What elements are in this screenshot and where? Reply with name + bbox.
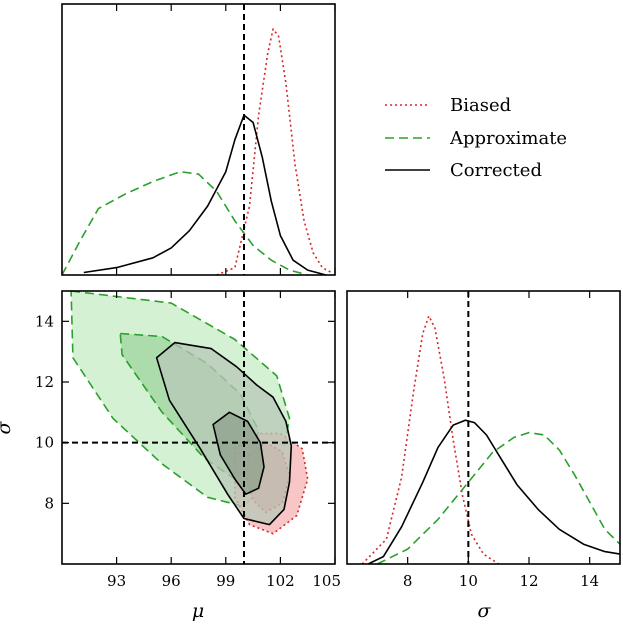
legend: Biased Approximate Corrected <box>385 95 567 181</box>
joint-frame <box>61 290 336 565</box>
joint-xtick-label: 102 <box>266 572 295 590</box>
sigma-x-axis-label: σ <box>478 600 492 622</box>
sigma-marginal-frame <box>346 290 621 565</box>
mu-marginal-panel <box>61 3 336 276</box>
joint-panel: 93 96 99 102 105 8 10 12 14 <box>35 290 341 590</box>
joint-ytick-label: 10 <box>35 434 54 452</box>
joint-corrected-inner-contour <box>212 411 265 496</box>
sigma-marginal-curves <box>361 315 621 565</box>
mu-marginal-frame <box>61 3 336 276</box>
joint-xtick-label: 99 <box>216 572 235 590</box>
joint-contour-regions <box>70 290 309 535</box>
sigma-marginal-approximate-curve <box>376 431 621 565</box>
mu-marginal-corrected-curve <box>83 114 327 276</box>
sigma-marginal-biased-curve <box>361 315 500 565</box>
sigma-marginal-corrected-curve <box>367 419 621 565</box>
joint-ticks: 93 96 99 102 105 8 10 12 14 <box>35 291 341 590</box>
joint-ytick-label: 14 <box>35 312 54 330</box>
joint-xtick-label: 93 <box>107 572 126 590</box>
joint-xtick-label: 105 <box>312 572 341 590</box>
legend-biased-label: Biased <box>450 95 511 116</box>
joint-xtick-label: 96 <box>162 572 181 590</box>
sigma-xtick-label: 8 <box>403 572 413 590</box>
joint-ytick-label: 12 <box>35 373 54 391</box>
sigma-xtick-label: 14 <box>580 572 599 590</box>
joint-x-axis-label: μ <box>192 600 204 622</box>
mu-truth-line <box>115 4 336 275</box>
joint-truth-lines <box>62 291 335 564</box>
sigma-marginal-panel: 8 10 12 14 <box>346 290 621 590</box>
legend-corrected-label: Corrected <box>450 160 542 181</box>
joint-y-axis-label: σ <box>0 420 15 434</box>
sigma-xtick-label: 12 <box>519 572 538 590</box>
mu-marginal-biased-curve <box>216 28 332 276</box>
joint-ytick-label: 8 <box>44 494 54 512</box>
sigma-ticks: 8 10 12 14 <box>403 291 599 590</box>
sigma-xtick-label: 10 <box>459 572 478 590</box>
legend-approximate-label: Approximate <box>449 128 567 149</box>
mu-marginal-curves <box>61 28 332 276</box>
mu-marginal-approximate-curve <box>61 170 308 276</box>
